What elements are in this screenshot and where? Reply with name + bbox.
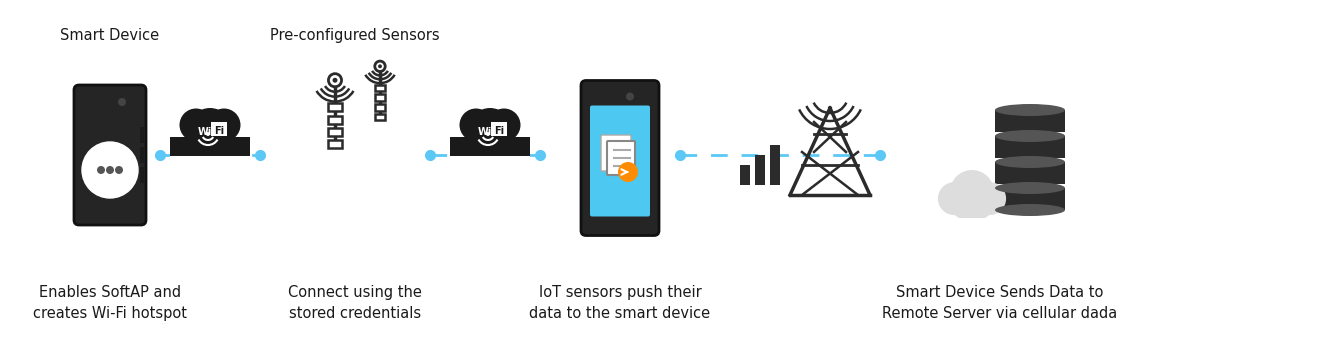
Circle shape: [950, 170, 994, 214]
Ellipse shape: [995, 130, 1065, 142]
FancyBboxPatch shape: [770, 145, 780, 185]
FancyBboxPatch shape: [375, 104, 386, 110]
Text: Enables SoftAP and
creates Wi-Fi hotspot: Enables SoftAP and creates Wi-Fi hotspot: [33, 285, 187, 321]
Ellipse shape: [995, 156, 1065, 168]
Circle shape: [117, 98, 125, 106]
Text: Connect using the
stored credentials: Connect using the stored credentials: [288, 285, 422, 321]
Text: Pre-configured Sensors: Pre-configured Sensors: [271, 28, 440, 43]
Circle shape: [618, 162, 638, 182]
FancyBboxPatch shape: [995, 136, 1065, 158]
Circle shape: [938, 182, 971, 215]
FancyBboxPatch shape: [375, 114, 386, 120]
FancyBboxPatch shape: [590, 105, 650, 217]
FancyBboxPatch shape: [995, 188, 1065, 210]
Circle shape: [471, 119, 508, 157]
FancyBboxPatch shape: [140, 147, 144, 163]
FancyBboxPatch shape: [451, 157, 530, 174]
FancyBboxPatch shape: [328, 128, 342, 136]
Circle shape: [378, 64, 382, 68]
Circle shape: [188, 108, 232, 152]
Circle shape: [191, 119, 228, 157]
Text: Wi: Wi: [197, 127, 212, 137]
FancyBboxPatch shape: [375, 85, 386, 91]
Circle shape: [115, 166, 123, 174]
Circle shape: [972, 182, 1006, 215]
FancyBboxPatch shape: [995, 110, 1065, 132]
FancyBboxPatch shape: [211, 122, 227, 136]
Ellipse shape: [995, 204, 1065, 216]
FancyBboxPatch shape: [995, 162, 1065, 184]
FancyBboxPatch shape: [171, 137, 249, 163]
Circle shape: [459, 108, 492, 142]
FancyBboxPatch shape: [140, 167, 144, 183]
FancyBboxPatch shape: [328, 103, 342, 112]
Ellipse shape: [995, 182, 1065, 194]
FancyBboxPatch shape: [491, 122, 507, 136]
FancyBboxPatch shape: [607, 141, 635, 175]
Circle shape: [626, 92, 634, 101]
Text: Smart Device Sends Data to
Remote Server via cellular dada: Smart Device Sends Data to Remote Server…: [882, 285, 1118, 321]
Text: IoT sensors push their
data to the smart device: IoT sensors push their data to the smart…: [530, 285, 711, 321]
Ellipse shape: [995, 104, 1065, 116]
FancyBboxPatch shape: [375, 94, 386, 101]
FancyBboxPatch shape: [582, 80, 659, 236]
Circle shape: [81, 142, 137, 198]
FancyBboxPatch shape: [140, 127, 144, 143]
FancyBboxPatch shape: [328, 116, 342, 124]
FancyBboxPatch shape: [932, 218, 1011, 236]
Circle shape: [486, 132, 490, 136]
FancyBboxPatch shape: [451, 137, 530, 163]
Circle shape: [208, 108, 240, 142]
FancyBboxPatch shape: [602, 135, 631, 171]
Circle shape: [105, 166, 113, 174]
Circle shape: [468, 108, 512, 152]
Circle shape: [951, 191, 979, 220]
Text: Fi: Fi: [213, 126, 224, 136]
FancyBboxPatch shape: [171, 157, 249, 174]
Text: Wi: Wi: [478, 127, 492, 137]
FancyBboxPatch shape: [740, 165, 750, 185]
Circle shape: [328, 74, 342, 87]
Circle shape: [487, 108, 520, 142]
Circle shape: [375, 61, 386, 72]
FancyBboxPatch shape: [755, 155, 764, 185]
Circle shape: [964, 191, 992, 220]
Circle shape: [205, 132, 209, 136]
Circle shape: [332, 78, 338, 83]
Circle shape: [97, 166, 105, 174]
FancyBboxPatch shape: [328, 140, 342, 148]
Circle shape: [180, 108, 212, 142]
FancyBboxPatch shape: [73, 85, 145, 225]
Text: Smart Device: Smart Device: [60, 28, 160, 43]
Text: Fi: Fi: [494, 126, 504, 136]
